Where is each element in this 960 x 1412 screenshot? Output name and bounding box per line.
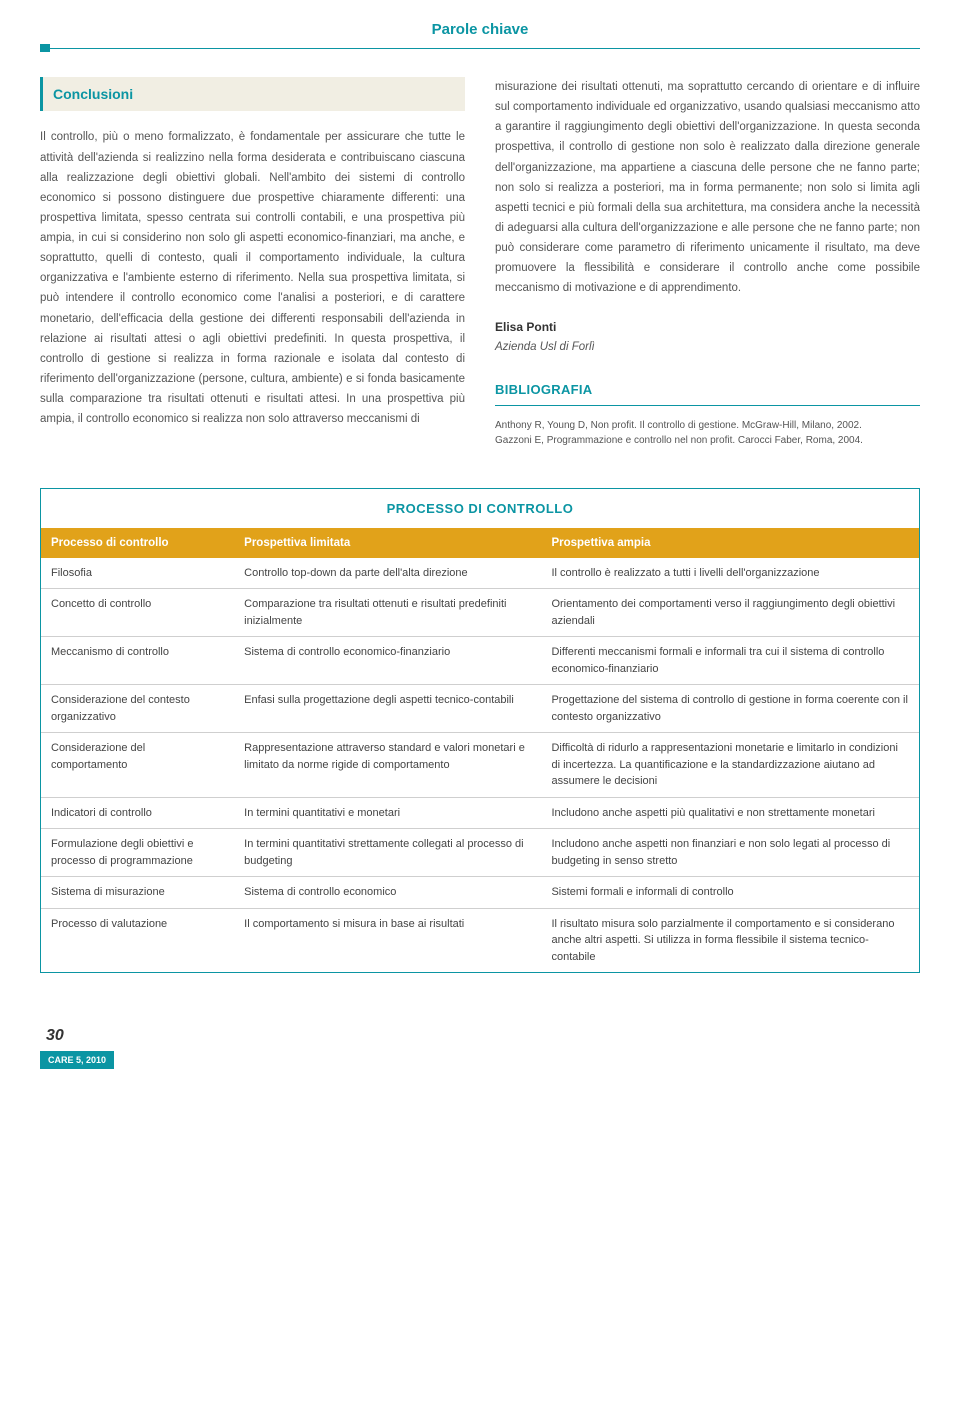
- table-header: Prospettiva limitata: [234, 528, 541, 558]
- table-row: Processo di valutazioneIl comportamento …: [41, 908, 919, 972]
- table-row: Concetto di controlloComparazione tra ri…: [41, 589, 919, 637]
- table-cell: Differenti meccanismi formali e informal…: [541, 637, 919, 685]
- table-cell: Controllo top-down da parte dell'alta di…: [234, 558, 541, 589]
- table-row: Considerazione del comportamentoRapprese…: [41, 733, 919, 798]
- page-footer: 30 CARE 5, 2010: [40, 1023, 920, 1069]
- conclusion-right-text: misurazione dei risultati ottenuti, ma s…: [495, 77, 920, 298]
- table-cell: Sistema di misurazione: [41, 877, 234, 909]
- table-cell: Sistema di controllo economico-finanziar…: [234, 637, 541, 685]
- table-cell: Difficoltà di ridurlo a rappresentazioni…: [541, 733, 919, 798]
- page-section-title: Parole chiave: [40, 18, 920, 49]
- left-column: Conclusioni Il controllo, più o meno for…: [40, 77, 465, 448]
- table-cell: Il comportamento si misura in base ai ri…: [234, 908, 541, 972]
- table-header: Prospettiva ampia: [541, 528, 919, 558]
- biblio-entry: Anthony R, Young D, Non profit. Il contr…: [495, 418, 920, 433]
- right-column: misurazione dei risultati ottenuti, ma s…: [495, 77, 920, 448]
- issue-tag: CARE 5, 2010: [40, 1051, 114, 1069]
- conclusion-heading: Conclusioni: [40, 77, 465, 111]
- author-affiliation: Azienda Usl di Forlì: [495, 338, 920, 356]
- table-cell: In termini quantitativi e monetari: [234, 797, 541, 829]
- conclusion-left-text: Il controllo, più o meno formalizzato, è…: [40, 127, 465, 429]
- table-cell: Progettazione del sistema di controllo d…: [541, 685, 919, 733]
- table-row: Meccanismo di controlloSistema di contro…: [41, 637, 919, 685]
- table-cell: Sistemi formali e informali di controllo: [541, 877, 919, 909]
- table-row: Formulazione degli obiettivi e processo …: [41, 829, 919, 877]
- table-cell: Includono anche aspetti non finanziari e…: [541, 829, 919, 877]
- table-cell: Concetto di controllo: [41, 589, 234, 637]
- table-cell: Meccanismo di controllo: [41, 637, 234, 685]
- table-row: FilosofiaControllo top-down da parte del…: [41, 558, 919, 589]
- table-cell: Considerazione del comportamento: [41, 733, 234, 798]
- table-row: Sistema di misurazioneSistema di control…: [41, 877, 919, 909]
- bibliography-entries: Anthony R, Young D, Non profit. Il contr…: [495, 418, 920, 448]
- table-header: Processo di controllo: [41, 528, 234, 558]
- biblio-entry: Gazzoni E, Programmazione e controllo ne…: [495, 433, 920, 448]
- table-row: Considerazione del contesto organizzativ…: [41, 685, 919, 733]
- table-cell: Il risultato misura solo parzialmente il…: [541, 908, 919, 972]
- table-cell: Indicatori di controllo: [41, 797, 234, 829]
- table-header-row: Processo di controllo Prospettiva limita…: [41, 528, 919, 558]
- bibliography-heading: BIBLIOGRAFIA: [495, 380, 920, 406]
- table-row: Indicatori di controlloIn termini quanti…: [41, 797, 919, 829]
- table-cell: Sistema di controllo economico: [234, 877, 541, 909]
- author-name: Elisa Ponti: [495, 318, 920, 337]
- table-cell: Processo di valutazione: [41, 908, 234, 972]
- table-cell: Formulazione degli obiettivi e processo …: [41, 829, 234, 877]
- comparison-table: PROCESSO DI CONTROLLO Processo di contro…: [40, 488, 920, 974]
- table-cell: Includono anche aspetti più qualitativi …: [541, 797, 919, 829]
- body-columns: Conclusioni Il controllo, più o meno for…: [40, 77, 920, 448]
- table-cell: Filosofia: [41, 558, 234, 589]
- table-cell: Considerazione del contesto organizzativ…: [41, 685, 234, 733]
- table-cell: Rappresentazione attraverso standard e v…: [234, 733, 541, 798]
- page-number: 30: [46, 1023, 920, 1049]
- table-cell: Il controllo è realizzato a tutti i live…: [541, 558, 919, 589]
- table-cell: Enfasi sulla progettazione degli aspetti…: [234, 685, 541, 733]
- table-cell: In termini quantitativi strettamente col…: [234, 829, 541, 877]
- table-cell: Orientamento dei comportamenti verso il …: [541, 589, 919, 637]
- table-cell: Comparazione tra risultati ottenuti e ri…: [234, 589, 541, 637]
- table-title: PROCESSO DI CONTROLLO: [41, 489, 919, 528]
